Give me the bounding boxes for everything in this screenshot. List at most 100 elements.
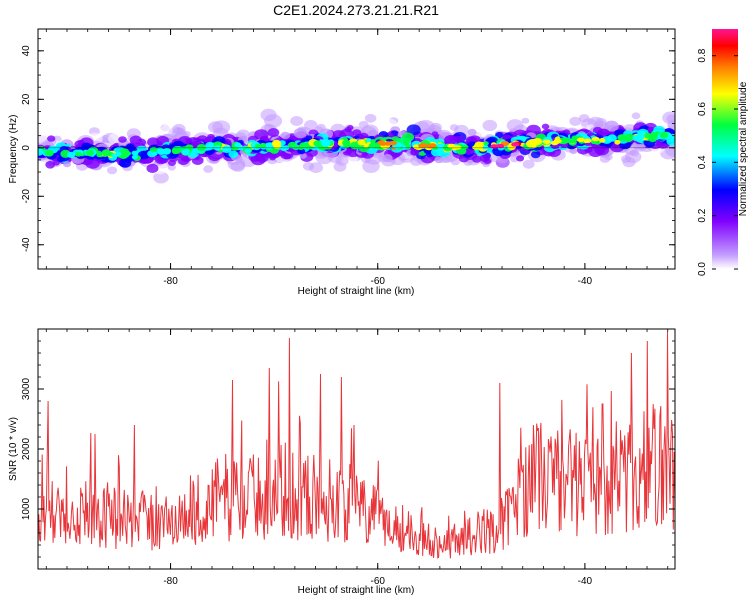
heat-cell [349, 141, 360, 150]
heat-cell [297, 144, 305, 150]
heat-cell [207, 142, 215, 149]
heat-cell [212, 170, 228, 183]
heat-cell [643, 132, 652, 139]
colorbar-tick-label: 0.8 [697, 48, 708, 62]
heat-cell [482, 119, 498, 132]
heat-cell [259, 142, 267, 149]
heat-cell [659, 132, 668, 139]
heat-cell [569, 147, 578, 154]
colorbar-label: Normalized spectral amplitude [738, 81, 749, 216]
spectrogram-heatmap [38, 108, 675, 184]
heat-cell [302, 162, 315, 171]
heat-cell [149, 146, 158, 153]
spectrogram-panel: -80 -60 -40 -40 -20 0 20 40 Height of straight … [8, 28, 676, 297]
x-tick-label: -60 [371, 576, 386, 587]
heat-cell [118, 158, 132, 168]
colorbar-tick-label: 0.0 [697, 262, 708, 276]
snr-y-label: SNR (10 * v/v) [8, 417, 19, 481]
heat-cell [516, 155, 525, 162]
y-tick-label: 1000 [21, 497, 32, 520]
heat-cell [368, 130, 377, 138]
heat-cell [63, 161, 71, 168]
heat-cell [583, 138, 592, 143]
heat-cell [183, 148, 190, 154]
y-tick-label: 3000 [21, 377, 32, 400]
heat-cell [111, 153, 118, 158]
heat-cell [297, 148, 306, 155]
heat-cell [382, 154, 393, 163]
heat-cell [418, 143, 427, 148]
heat-cell [569, 116, 582, 126]
heat-cell [304, 120, 318, 131]
heat-cell [541, 123, 550, 130]
heat-cell [620, 155, 632, 163]
heat-cell [203, 165, 214, 173]
colorbar-gradient [712, 29, 738, 269]
y-tick-label: 2000 [21, 437, 32, 460]
heat-cell [118, 136, 127, 143]
y-tick-label: -40 [21, 237, 32, 252]
heat-cell [550, 140, 559, 146]
heat-cell [158, 148, 167, 155]
heat-cell [342, 139, 351, 147]
heat-cell [107, 166, 118, 175]
heat-cell [506, 119, 524, 133]
y-tick-label: -20 [21, 189, 32, 204]
colorbar-tick-label: 0.2 [697, 208, 708, 222]
spectrogram-x-label: Height of straight line (km) [298, 286, 415, 297]
snr-series-line [38, 331, 675, 559]
x-tick-label: -80 [163, 276, 178, 287]
heat-cell [444, 135, 458, 145]
heat-cell [313, 140, 323, 147]
heat-cell [125, 151, 131, 156]
heat-cell [649, 132, 658, 139]
heat-cell [293, 128, 307, 139]
y-tick-label: 40 [21, 45, 32, 57]
heat-cell [363, 143, 369, 148]
heat-cell [388, 140, 397, 146]
x-tick-label: -40 [578, 276, 593, 287]
spectrogram-y-label: Frequency (Hz) [8, 115, 19, 184]
heat-cell [614, 139, 621, 145]
heat-cell [292, 144, 299, 150]
heat-cell [146, 163, 159, 173]
heat-cell [599, 138, 606, 143]
heat-cell [346, 125, 354, 131]
heat-cell [234, 142, 242, 148]
heat-cell [483, 158, 492, 165]
snr-ticks: -80 -60 -40 1000 2000 3000 [21, 328, 675, 587]
heat-cell [567, 139, 576, 144]
heat-cell [453, 145, 462, 150]
heat-cell [288, 167, 298, 175]
heat-cell [335, 155, 349, 166]
heat-cell [631, 112, 641, 120]
heat-cell [364, 113, 377, 123]
heat-cell [129, 135, 142, 145]
heat-cell [542, 139, 551, 144]
colorbar-tick-label: 0.4 [697, 155, 708, 169]
heat-cell [511, 142, 520, 147]
heat-cell [576, 137, 585, 142]
heat-cell [244, 148, 252, 154]
heat-cell [67, 151, 76, 158]
heat-cell [38, 148, 44, 156]
heat-cell [167, 164, 176, 171]
heat-cell [57, 156, 65, 163]
heat-cell [428, 143, 437, 148]
heat-cell [262, 169, 276, 180]
heat-cell [632, 134, 642, 142]
heat-cell [85, 149, 95, 156]
heat-cell [44, 149, 54, 157]
colorbar: 0.0 0.2 0.4 0.6 0.8 Normalized spectral ampl… [697, 29, 749, 276]
heat-cell [406, 124, 421, 136]
colorbar-tick-label: 0.6 [697, 102, 708, 116]
heat-cell [283, 152, 292, 160]
heat-cell [267, 128, 280, 137]
heat-cell [254, 143, 261, 149]
spectrogram-frame [37, 28, 676, 270]
spectrogram-ticks: -80 -60 -40 -40 -20 0 20 40 [21, 29, 675, 287]
heat-cell [604, 120, 619, 132]
heat-cell [357, 139, 366, 146]
heat-cell [47, 135, 56, 142]
heat-cell [362, 159, 380, 173]
